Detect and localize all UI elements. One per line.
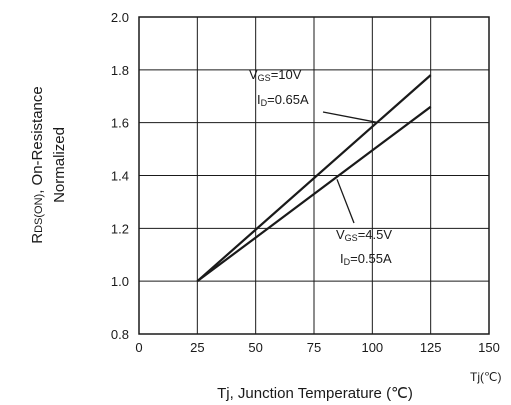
y-tick-label: 1.6 [111, 116, 129, 131]
y-tick-label: 1.4 [111, 169, 129, 184]
leader-series-0 [322, 111, 378, 124]
series-line-1 [196, 105, 432, 283]
x-tick-label: 75 [307, 340, 321, 355]
series-line-0 [196, 74, 432, 282]
grid [139, 17, 489, 334]
y-axis-title-line2: Normalized [51, 127, 68, 203]
y-axis-title-line1: RDS(ON), On-Resistance [29, 86, 46, 244]
annotation-series-0-line2: ID=0.65A [257, 92, 309, 108]
x-tick-label: 125 [420, 340, 442, 355]
plot-frame [138, 16, 490, 335]
y-tick-label: 0.8 [111, 327, 129, 342]
annotation-series-0-line1: VGS=10V [249, 67, 302, 83]
x-unit-label: Tj(℃) [470, 370, 501, 384]
leader-series-1 [336, 179, 355, 224]
annotation-series-1-line2: ID=0.55A [340, 251, 392, 267]
y-tick-label: 1.2 [111, 221, 129, 236]
y-tick-label: 1.8 [111, 63, 129, 78]
x-tick-label: 0 [135, 340, 142, 355]
tick-labels: 0 25 50 75 100 125 150 0.8 1.0 1.2 1.4 1.6 1.8 2.0 [111, 10, 500, 355]
x-tick-label: 25 [190, 340, 204, 355]
y-axis-title: RDS(ON), On-Resistance Normalized [29, 86, 68, 244]
y-tick-label: 2.0 [111, 10, 129, 25]
x-tick-label: 150 [478, 340, 500, 355]
annotation-series-1-line1: VGS=4.5V [336, 227, 392, 243]
x-tick-label: 100 [361, 340, 383, 355]
y-tick-label: 1.0 [111, 274, 129, 289]
x-tick-label: 50 [248, 340, 262, 355]
x-axis-title: Tj, Junction Temperature (℃) [217, 385, 413, 402]
series-group [196, 74, 432, 283]
annotation-leaders [322, 111, 378, 224]
